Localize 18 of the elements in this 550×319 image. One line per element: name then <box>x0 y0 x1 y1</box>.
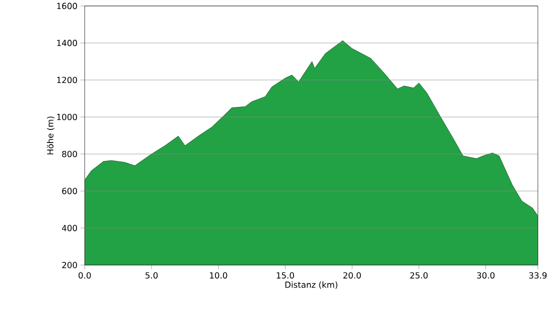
y-tick-label: 1400 <box>57 40 77 46</box>
y-tick-label: 400 <box>62 224 77 232</box>
x-tick-label: 0.0 <box>78 272 91 278</box>
x-tick-label: 15.0 <box>276 272 294 278</box>
y-tick-label: 1200 <box>57 76 77 84</box>
y-tick-label: 600 <box>62 188 77 194</box>
x-tick-label: 25.0 <box>410 272 428 278</box>
y-tick-label: 1000 <box>57 114 77 120</box>
y-tick-label: 200 <box>62 262 77 268</box>
x-tick-label: 33.9 <box>529 272 547 278</box>
y-tick-label: 800 <box>62 150 77 158</box>
x-tick-label: 5.0 <box>146 272 158 278</box>
x-tick-label: 20.0 <box>343 272 361 278</box>
y-axis-title: Höhe (m) <box>46 116 54 154</box>
x-tick-label: 10.0 <box>210 272 228 278</box>
x-tick-label: 30.0 <box>477 272 495 278</box>
x-axis-title: Distanz (km) <box>285 281 338 289</box>
y-tick-label: 1600 <box>57 2 77 10</box>
